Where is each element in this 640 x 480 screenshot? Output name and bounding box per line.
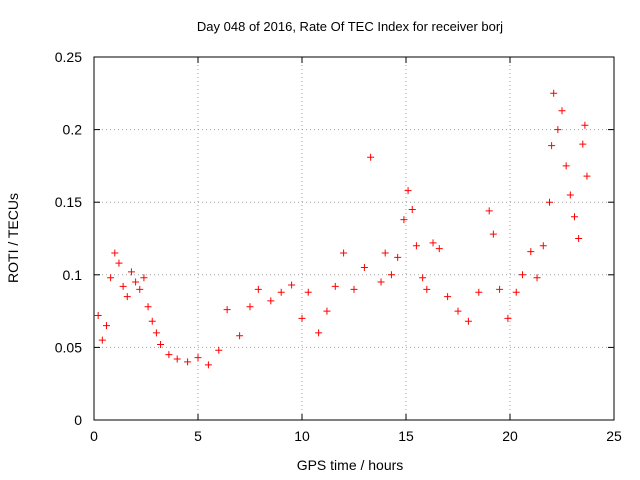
data-point (331, 282, 339, 290)
data-point (423, 285, 431, 293)
data-point (504, 314, 512, 322)
data-point (554, 126, 562, 134)
data-point (550, 89, 558, 97)
data-point (98, 336, 106, 344)
y-tick-label: 0.2 (63, 122, 83, 138)
data-point (267, 297, 275, 305)
data-point (412, 242, 420, 250)
data-point (215, 346, 223, 354)
x-tick-label: 15 (398, 428, 414, 444)
data-point (107, 274, 115, 282)
data-point (223, 306, 231, 314)
data-point (165, 351, 173, 359)
data-point (429, 239, 437, 247)
data-point (579, 140, 587, 148)
data-point (194, 354, 202, 362)
data-point (454, 307, 462, 315)
data-point (464, 317, 472, 325)
data-points (94, 89, 591, 369)
data-point (246, 303, 254, 311)
plot-frame (93, 56, 615, 421)
data-point (566, 191, 574, 199)
data-point (489, 230, 497, 238)
axis-ticks: 0 5 10 15 20 25 0 0.05 0.1 0.15 0.2 0.25 (55, 49, 622, 444)
data-point (123, 293, 131, 301)
data-point (404, 187, 412, 195)
data-point (558, 107, 566, 115)
x-axis-label: GPS time / hours (297, 457, 404, 473)
data-point (400, 216, 408, 224)
data-point (533, 274, 541, 282)
data-point (512, 288, 520, 296)
data-point (298, 314, 306, 322)
data-point (350, 285, 358, 293)
chart-title: Day 048 of 2016, Rate Of TEC Index for r… (197, 19, 503, 34)
data-point (152, 329, 160, 337)
data-point (485, 207, 493, 215)
x-tick-label: 20 (502, 428, 518, 444)
x-tick-label: 10 (294, 428, 310, 444)
data-point (583, 172, 591, 180)
data-point (518, 271, 526, 279)
x-tick-label: 25 (606, 428, 622, 444)
data-point (546, 198, 554, 206)
data-point (204, 361, 212, 369)
data-point (173, 355, 181, 363)
data-point (570, 213, 578, 221)
data-point (444, 293, 452, 301)
data-point (94, 311, 102, 319)
data-point (288, 281, 296, 289)
data-point (394, 253, 402, 261)
grid-lines (94, 57, 614, 420)
data-point (315, 329, 323, 337)
data-point (360, 264, 368, 272)
data-point (496, 285, 504, 293)
data-point (157, 340, 165, 348)
data-point (102, 322, 110, 330)
data-point (548, 142, 556, 150)
data-point (575, 235, 583, 242)
data-point (127, 268, 135, 276)
y-tick-label: 0.25 (55, 49, 82, 65)
y-tick-label: 0 (74, 412, 82, 428)
data-point (419, 274, 427, 282)
data-point (132, 278, 140, 286)
data-point (304, 288, 312, 296)
y-tick-label: 0.05 (55, 339, 82, 355)
data-point (377, 278, 385, 286)
x-tick-label: 0 (90, 428, 98, 444)
data-point (435, 245, 443, 253)
y-tick-label: 0.15 (55, 194, 82, 210)
data-point (581, 121, 589, 129)
data-point (236, 332, 244, 340)
data-point (387, 271, 395, 279)
data-point (475, 288, 483, 296)
data-point (367, 153, 375, 161)
data-point (119, 282, 127, 290)
data-point (408, 205, 416, 213)
data-point (277, 288, 285, 296)
data-point (254, 285, 262, 293)
data-point (562, 162, 570, 170)
data-point (381, 249, 389, 257)
x-tick-label: 5 (194, 428, 202, 444)
data-point (144, 303, 152, 311)
data-point (539, 242, 547, 250)
y-tick-label: 0.1 (63, 267, 83, 283)
data-point (323, 307, 331, 315)
data-point (527, 248, 535, 256)
data-point (115, 259, 123, 267)
data-point (111, 249, 119, 257)
data-point (184, 358, 192, 366)
data-point (136, 285, 144, 293)
y-axis-label: ROTI / TECUs (5, 193, 21, 283)
data-point (340, 249, 348, 257)
data-point (140, 274, 148, 282)
data-point (148, 317, 156, 325)
